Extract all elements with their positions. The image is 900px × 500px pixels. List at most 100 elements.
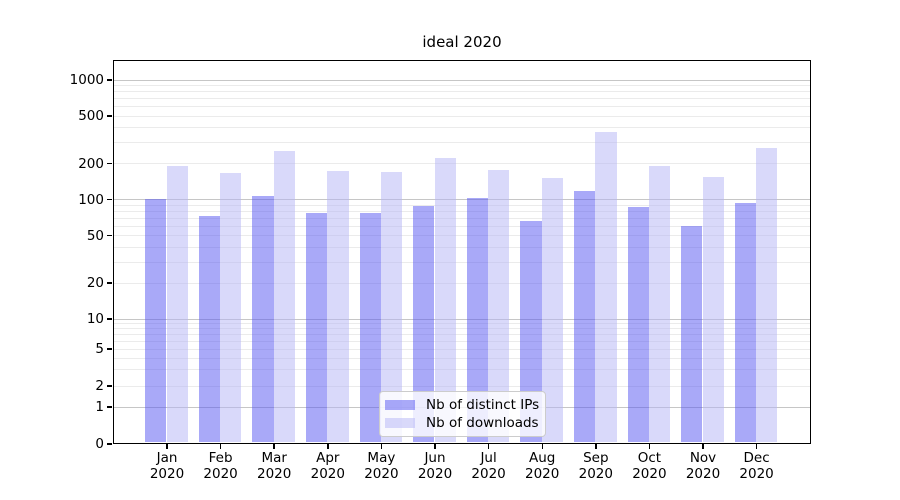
x-tick-mark-sep <box>595 444 597 449</box>
bar-distinct_ips-dec <box>734 202 757 442</box>
x-tick-mark-oct <box>648 444 651 449</box>
bar-distinct_ips-mar <box>252 196 274 442</box>
x-tick-mark-jul <box>487 444 490 449</box>
y-tick-mark-200 <box>107 162 112 165</box>
x-tick-mark-apr <box>327 444 329 449</box>
y-tick-label-1: 1 <box>95 399 104 415</box>
legend-label-distinct-ips: Nb of distinct IPs <box>426 397 540 413</box>
bar-distinct_ips-nov <box>681 225 703 442</box>
gridline-minor-700 <box>114 98 810 99</box>
gridline-minor-9 <box>114 323 810 325</box>
bar-distinct_ips-may <box>359 212 381 442</box>
y-tick-label-50: 50 <box>86 227 104 244</box>
gridline-minor-200 <box>114 163 810 164</box>
x-tick-mark-mar <box>273 444 275 449</box>
bar-downloads-dec <box>756 147 778 442</box>
bar-downloads-jul <box>488 170 510 442</box>
x-tick-label-may: May 2020 <box>364 450 399 482</box>
gridline-minor-40 <box>114 246 810 248</box>
y-tick-mark-10 <box>107 318 112 320</box>
gridline-major-100 <box>114 199 810 200</box>
gridline-minor-2 <box>114 385 810 387</box>
y-tick-label-5: 5 <box>95 341 104 357</box>
x-tick-label-nov: Nov 2020 <box>685 450 721 482</box>
bar-distinct_ips-sep <box>573 190 596 442</box>
bar-downloads-feb <box>220 173 242 442</box>
bar-distinct_ips-jan <box>145 199 167 442</box>
y-tick-mark-100 <box>107 198 112 201</box>
gridline-minor-900 <box>114 85 810 86</box>
gridline-minor-80 <box>114 210 810 212</box>
bar-downloads-jun <box>434 158 456 442</box>
gridline-minor-50 <box>114 235 810 236</box>
bar-distinct_ips-apr <box>305 212 328 442</box>
y-tick-mark-5 <box>107 348 112 350</box>
x-tick-label-dec: Dec 2020 <box>739 450 774 482</box>
y-tick-label-500: 500 <box>78 108 104 124</box>
bar-distinct_ips-jun <box>413 206 435 442</box>
bar-distinct_ips-feb <box>198 216 221 442</box>
x-tick-label-sep: Sep 2020 <box>578 450 613 482</box>
y-tick-mark-1000 <box>107 79 112 81</box>
x-tick-label-mar: Mar 2020 <box>257 450 292 482</box>
gridline-minor-500 <box>114 115 810 117</box>
y-tick-mark-2 <box>107 385 112 387</box>
bar-downloads-mar <box>273 151 296 442</box>
bar-downloads-nov <box>702 176 724 442</box>
gridline-minor-70 <box>114 217 810 219</box>
x-tick-mark-feb <box>219 444 222 449</box>
gridline-minor-600 <box>114 106 810 107</box>
legend: Nb of distinct IPs Nb of downloads <box>379 391 546 437</box>
y-tick-mark-1 <box>107 406 112 408</box>
plot-area <box>113 60 811 444</box>
bar-downloads-oct <box>648 165 671 442</box>
chart-title: ideal 2020 <box>422 33 502 51</box>
bar-distinct_ips-oct <box>627 206 649 442</box>
bar-distinct_ips-aug <box>520 221 542 442</box>
x-tick-mark-may <box>380 444 383 449</box>
x-tick-label-jun: Jun 2020 <box>417 450 453 482</box>
gridline-minor-7 <box>114 333 810 335</box>
x-tick-label-feb: Feb 2020 <box>203 450 238 482</box>
bar-downloads-jan <box>166 165 188 442</box>
x-tick-mark-aug <box>541 444 543 449</box>
bar-downloads-apr <box>327 170 349 442</box>
legend-swatch-distinct-ips <box>385 400 415 410</box>
y-tick-label-100: 100 <box>78 191 104 208</box>
gridline-minor-30 <box>114 261 810 263</box>
y-tick-mark-500 <box>107 115 112 117</box>
y-tick-label-200: 200 <box>78 155 104 172</box>
y-tick-label-1000: 1000 <box>69 72 104 88</box>
gridline-minor-300 <box>114 142 810 143</box>
y-tick-mark-0 <box>107 443 112 445</box>
x-tick-mark-jan <box>166 444 168 449</box>
x-tick-mark-nov <box>702 444 704 449</box>
legend-label-downloads: Nb of downloads <box>426 415 539 431</box>
gridline-minor-90 <box>114 204 810 206</box>
gridline-major-1000 <box>114 79 810 81</box>
gridline-minor-60 <box>114 225 810 227</box>
y-tick-label-0: 0 <box>95 436 104 452</box>
bar-downloads-sep <box>595 131 617 442</box>
x-tick-mark-dec <box>755 444 758 449</box>
legend-item-distinct-ips: Nb of distinct IPs <box>385 397 539 413</box>
gridline-minor-3 <box>114 369 810 371</box>
bar-downloads-aug <box>541 178 564 442</box>
y-tick-label-10: 10 <box>86 311 104 327</box>
y-tick-mark-20 <box>107 282 112 284</box>
x-tick-label-oct: Oct 2020 <box>632 450 667 482</box>
gridline-minor-8 <box>114 328 810 330</box>
y-tick-mark-50 <box>107 234 112 237</box>
gridline-minor-20 <box>114 282 810 284</box>
gridline-minor-6 <box>114 340 810 342</box>
bar-downloads-may <box>380 172 403 442</box>
x-tick-mark-jun <box>434 444 436 449</box>
y-tick-label-2: 2 <box>95 378 104 394</box>
x-tick-label-jul: Jul 2020 <box>471 450 506 482</box>
x-tick-label-aug: Aug 2020 <box>525 450 560 482</box>
gridline-minor-800 <box>114 91 810 93</box>
gridline-minor-5 <box>114 348 810 350</box>
gridline-minor-400 <box>114 127 810 129</box>
gridline-minor-4 <box>114 357 810 359</box>
